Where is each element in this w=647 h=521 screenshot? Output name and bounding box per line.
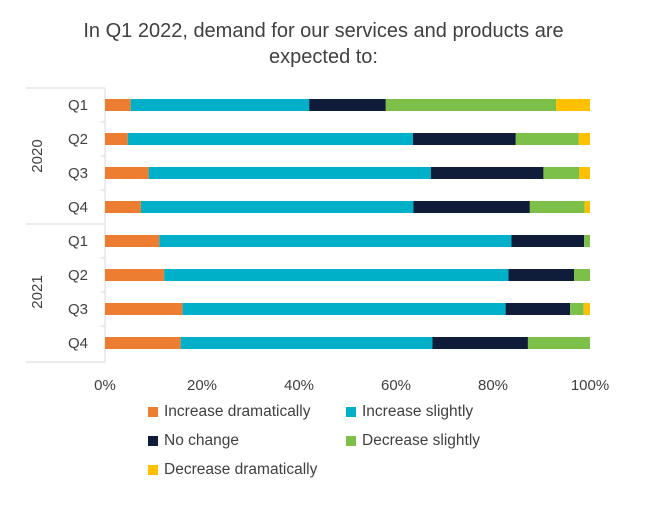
bar-segment <box>578 133 590 145</box>
bar-segment <box>584 235 590 247</box>
legend-swatch <box>148 465 158 475</box>
x-tick-label: 60% <box>381 377 411 394</box>
legend-label: Increase slightly <box>362 403 474 420</box>
bar-segment <box>412 133 516 145</box>
bar-segment <box>105 235 160 247</box>
legend-item: Increase dramatically <box>148 403 310 421</box>
bar-segment <box>130 99 310 111</box>
bar-segment <box>164 269 509 281</box>
bar-segment <box>140 201 414 213</box>
x-tick-label: 0% <box>94 377 116 394</box>
bar-segment <box>159 235 512 247</box>
bar-segment <box>180 337 433 349</box>
bar-segment <box>127 133 413 145</box>
bar-segment <box>505 303 571 315</box>
legend-label: No change <box>164 432 239 449</box>
x-tick-label: 80% <box>478 377 508 394</box>
category-labels: Q1 Q2 Q3 Q4 Q1 Q2 Q3 Q4 <box>68 97 88 352</box>
category-label: Q2 <box>68 131 88 148</box>
legend-swatch <box>346 407 356 417</box>
category-label: Q3 <box>68 301 88 318</box>
bar-segment <box>105 167 149 179</box>
bar-segment <box>508 269 574 281</box>
bar-segment <box>573 269 590 281</box>
bar-segment <box>148 167 431 179</box>
category-label: Q1 <box>68 97 88 114</box>
legend-item: Increase slightly <box>346 403 473 421</box>
group-label: 2021 <box>29 275 46 308</box>
category-label: Q4 <box>68 335 88 352</box>
legend-swatch <box>148 436 158 446</box>
x-tick-label: 40% <box>284 377 314 394</box>
category-label: Q4 <box>68 199 88 216</box>
bar-segment <box>385 99 557 111</box>
legend-label: Increase dramatically <box>164 403 311 420</box>
chart-title-line: expected to: <box>269 46 378 68</box>
bar-segment <box>511 235 585 247</box>
group-labels: 2020 2021 <box>29 139 46 308</box>
bar-segment <box>105 201 141 213</box>
bar-segment <box>309 99 386 111</box>
legend-label: Decrease slightly <box>362 432 481 449</box>
bar-segment <box>583 303 590 315</box>
chart-title: In Q1 2022, demand for our services and … <box>0 18 647 70</box>
bar-segment <box>515 133 579 145</box>
bar-segment <box>105 99 131 111</box>
legend-item: Decrease slightly <box>346 432 480 450</box>
group-label: 2020 <box>29 139 46 172</box>
chart-title-line: In Q1 2022, demand for our services and … <box>83 20 564 42</box>
bar-segment <box>570 303 584 315</box>
bar-segment <box>432 337 528 349</box>
bar-segment <box>579 167 590 179</box>
bar-segment <box>430 167 544 179</box>
x-tick-label: 20% <box>187 377 217 394</box>
bar-segment <box>105 269 165 281</box>
bar-segment <box>527 337 590 349</box>
bar-segment <box>543 167 580 179</box>
x-tick-label: 100% <box>571 377 609 394</box>
category-label: Q3 <box>68 165 88 182</box>
bar-segment <box>584 201 590 213</box>
bar-segment <box>529 201 585 213</box>
legend-item: No change <box>148 432 239 450</box>
category-axis-frame <box>26 87 106 363</box>
bar-segment <box>556 99 590 111</box>
bar-segment <box>105 303 183 315</box>
legend-item: Decrease dramatically <box>148 461 317 479</box>
legend-label: Decrease dramatically <box>164 461 318 478</box>
bar-segment <box>105 337 181 349</box>
category-label: Q2 <box>68 267 88 284</box>
bar-segment <box>105 133 128 145</box>
x-axis-tick-labels: 0% 20% 40% 60% 80% 100% <box>94 377 609 394</box>
legend-swatch <box>148 407 158 417</box>
category-label: Q1 <box>68 233 88 250</box>
bar-segment <box>182 303 506 315</box>
legend-swatch <box>346 436 356 446</box>
bar-segment <box>413 201 530 213</box>
bar-area <box>105 99 590 349</box>
